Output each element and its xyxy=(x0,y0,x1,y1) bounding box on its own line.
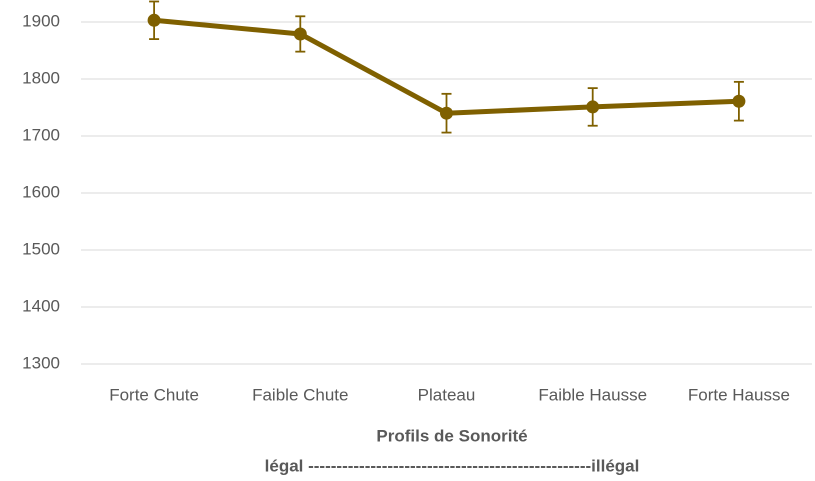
marker xyxy=(586,100,600,114)
marker xyxy=(147,13,161,27)
y-tick-label: 1400 xyxy=(22,296,60,315)
y-tick-label: 1600 xyxy=(22,182,60,201)
x-tick-label: Faible Chute xyxy=(252,385,348,404)
x-tick-label: Forte Chute xyxy=(109,385,199,404)
y-tick-label: 1800 xyxy=(22,68,60,87)
x-tick-label: Plateau xyxy=(418,385,476,404)
x-axis-title: Profils de Sonorité xyxy=(376,426,527,445)
marker xyxy=(293,27,307,41)
marker xyxy=(732,94,746,108)
x-tick-label: Faible Hausse xyxy=(538,385,647,404)
y-tick-label: 1300 xyxy=(22,353,60,372)
x-tick-label: Forte Hausse xyxy=(688,385,790,404)
y-tick-label: 1700 xyxy=(22,125,60,144)
y-tick-label: 1500 xyxy=(22,239,60,258)
annotation: légal ----------------------------------… xyxy=(265,456,640,475)
marker xyxy=(440,106,453,120)
y-tick-label: 1900 xyxy=(22,11,60,30)
